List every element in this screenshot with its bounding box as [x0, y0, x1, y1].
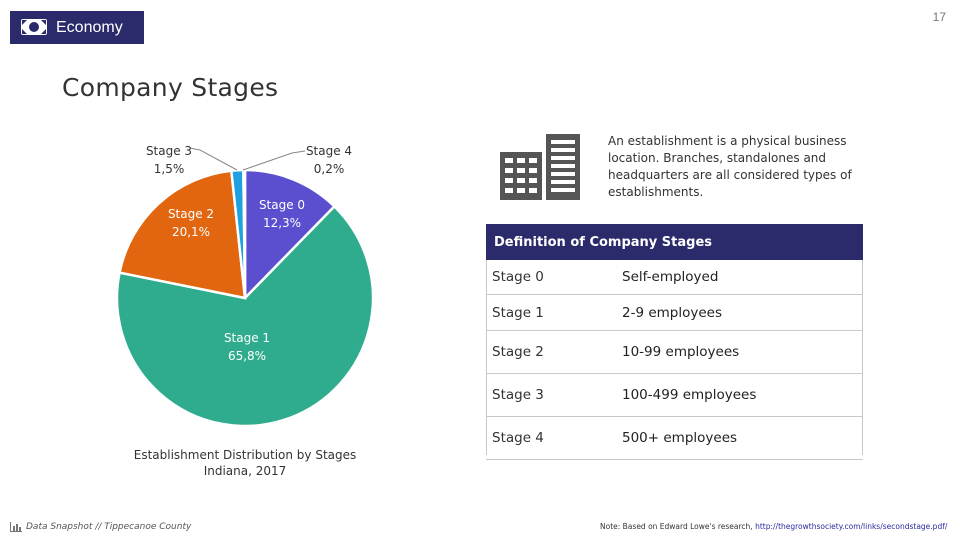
page-title: Company Stages	[62, 73, 279, 102]
table-heading: Definition of Company Stages	[486, 224, 863, 260]
stage-cell: Stage 3	[486, 373, 616, 417]
pie-label-stage0-value: 12,3%	[263, 216, 301, 230]
definition-table: Definition of Company Stages Stage 0 Sel…	[486, 224, 863, 460]
pie-label-stage3-name: Stage 3	[146, 144, 192, 158]
pie-slice-stage1	[115, 204, 375, 428]
stage-cell: Stage 2	[486, 330, 616, 374]
chart-caption: Establishment Distribution by Stages Ind…	[130, 447, 360, 479]
definition-cell: Self-employed	[616, 260, 863, 295]
stage-cell: Stage 1	[486, 294, 616, 331]
definition-cell: 500+ employees	[616, 416, 863, 460]
pie-label-stage2-value: 20,1%	[172, 225, 210, 239]
pie-slice-stage0	[243, 168, 337, 302]
footer-source: Data Snapshot // Tippecanoe County	[10, 522, 191, 532]
chart-title: Establishment Distribution by Stages	[133, 448, 357, 462]
table-row: Stage 2 10-99 employees	[486, 330, 863, 374]
bar-chart-icon	[10, 522, 22, 532]
pie-label-stage0-name: Stage 0	[259, 198, 305, 212]
leader-line-stage4	[242, 150, 306, 171]
pie-label-stage4-value: 0,2%	[314, 162, 345, 176]
table-border-right	[862, 260, 863, 455]
establishment-description: An establishment is a physical business …	[608, 134, 852, 199]
table-border-left	[486, 260, 487, 455]
footer-note-text: Note: Based on Edward Lowe's research,	[600, 522, 753, 531]
table-row: Stage 0 Self-employed	[486, 260, 863, 295]
footer-note: Note: Based on Edward Lowe's research, h…	[600, 522, 947, 531]
pie-label-stage3-value: 1,5%	[154, 162, 185, 176]
table-row: Stage 4 500+ employees	[486, 416, 863, 460]
chart-subtitle: Indiana, 2017	[203, 464, 287, 478]
stage-cell: Stage 0	[486, 260, 616, 295]
page-number: 17	[932, 10, 946, 24]
building-icon	[500, 134, 580, 200]
definition-cell: 100-499 employees	[616, 373, 863, 417]
pie-label-stage2-name: Stage 2	[168, 207, 214, 221]
leader-line-stage3	[189, 147, 238, 171]
pie-label-stage4-name: Stage 4	[306, 144, 352, 158]
definition-cell: 2-9 employees	[616, 294, 863, 331]
table-row: Stage 3 100-499 employees	[486, 373, 863, 417]
pie-slice-stage4	[242, 168, 247, 299]
section-label: Economy	[56, 19, 123, 36]
table-row: Stage 1 2-9 employees	[486, 294, 863, 331]
pie-label-stage1-value: 65,8%	[228, 349, 266, 363]
pie-label-stage1-name: Stage 1	[224, 331, 270, 345]
section-tab: Economy	[10, 11, 144, 44]
money-icon	[21, 19, 47, 35]
footer-source-text: Data Snapshot // Tippecanoe County	[26, 522, 192, 532]
pie-chart: Stage 3 1,5% Stage 4 0,2% Stage 2 20,1% …	[115, 144, 375, 428]
definition-cell: 10-99 employees	[616, 330, 863, 374]
stage-cell: Stage 4	[486, 416, 616, 460]
source-link[interactable]: http://thegrowthsociety.com/links/second…	[755, 522, 948, 531]
pie-slice-stage2	[118, 169, 247, 300]
